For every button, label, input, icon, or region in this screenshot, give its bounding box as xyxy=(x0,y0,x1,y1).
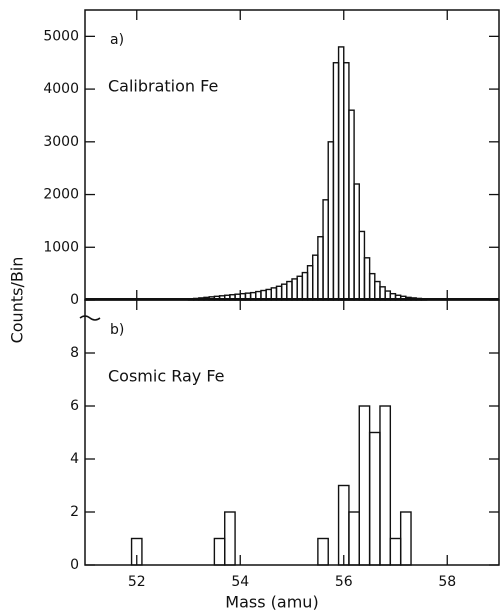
histogram-bar xyxy=(306,265,314,301)
y-tick-label: 2000 xyxy=(43,187,79,203)
y-tick-label: 4000 xyxy=(43,81,79,97)
histogram-bar xyxy=(280,283,288,301)
histogram-bar xyxy=(301,271,309,301)
histogram-bar xyxy=(343,62,350,301)
histogram-bar xyxy=(327,141,335,301)
axis-break xyxy=(79,315,101,321)
x-tick-label: 56 xyxy=(335,574,353,590)
x-tick-label: 54 xyxy=(231,574,249,590)
histogram-bar xyxy=(337,484,350,566)
y-tick-label: 4 xyxy=(70,451,79,467)
histogram-bar xyxy=(317,537,329,566)
annotation: Cosmic Ray Fe xyxy=(108,367,225,386)
x-tick-label: 52 xyxy=(128,574,146,590)
y-tick-label: 5000 xyxy=(43,28,79,44)
histogram-bar xyxy=(275,285,283,301)
histogram-bar xyxy=(399,511,412,566)
histogram-bar xyxy=(312,254,319,301)
histogram-bar xyxy=(368,272,376,301)
histogram-bar xyxy=(358,230,366,301)
y-tick-label: 0 xyxy=(70,292,79,308)
y-tick-label: 8 xyxy=(70,345,79,361)
histogram-bar xyxy=(374,280,381,301)
x-tick-label: 58 xyxy=(438,574,456,590)
plot-frame xyxy=(84,9,500,301)
x-axis-label: Mass (amu) xyxy=(225,593,318,612)
histogram-bar xyxy=(332,62,340,301)
plot-frame xyxy=(84,299,500,566)
y-axis-label: Counts/Bin xyxy=(8,257,27,344)
histogram-bar xyxy=(296,275,304,301)
histogram-bar xyxy=(213,537,226,566)
histogram-bar xyxy=(358,405,371,566)
histogram-bar xyxy=(322,199,329,301)
histogram-bar xyxy=(337,46,345,301)
histogram-bar xyxy=(291,278,298,301)
y-tick-label: 1000 xyxy=(43,239,79,255)
panel-label: a) xyxy=(110,32,124,48)
histogram-bar xyxy=(130,537,143,566)
annotation: Calibration Fe xyxy=(108,77,218,96)
histogram-bar xyxy=(224,511,236,566)
histogram-bar xyxy=(363,257,371,301)
histogram-bar xyxy=(317,236,324,301)
y-tick-label: 3000 xyxy=(43,134,79,150)
panel-label: b) xyxy=(110,322,124,338)
histogram-bar xyxy=(353,183,360,301)
histogram-bar xyxy=(379,405,392,566)
histogram-bar xyxy=(286,280,293,301)
y-tick-label: 0 xyxy=(70,557,79,573)
y-tick-label: 6 xyxy=(70,398,79,414)
y-tick-label: 2 xyxy=(70,504,79,520)
histogram-bar xyxy=(348,511,360,566)
histogram-bar xyxy=(389,537,402,566)
histogram-bar xyxy=(368,431,381,566)
histogram-bar xyxy=(348,109,355,301)
